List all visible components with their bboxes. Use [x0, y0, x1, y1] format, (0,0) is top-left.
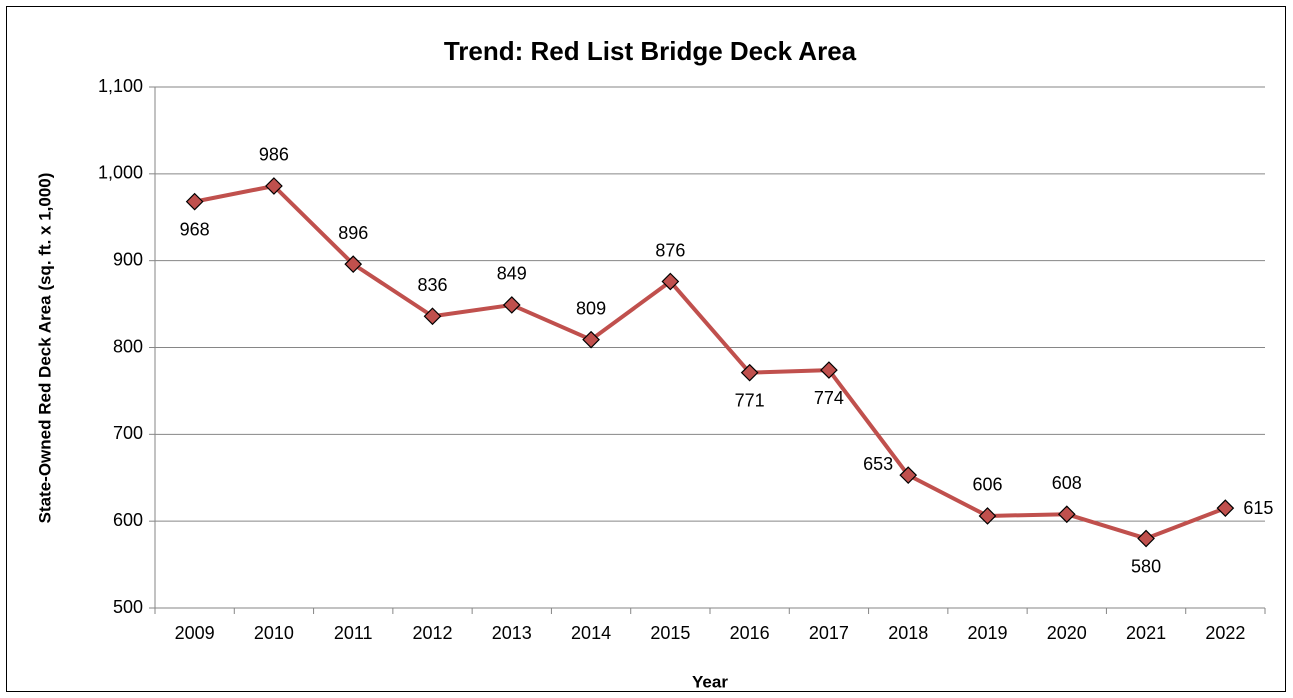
marker	[582, 330, 600, 349]
data-label: 896	[338, 223, 368, 243]
x-tick-label: 2017	[809, 623, 849, 643]
x-tick-label: 2021	[1126, 623, 1166, 643]
x-tick-label: 2018	[888, 623, 928, 643]
y-tick-label: 900	[113, 249, 143, 269]
data-label: 771	[735, 390, 765, 410]
data-label: 653	[863, 454, 893, 474]
marker	[265, 177, 283, 195]
x-tick-label: 2022	[1205, 623, 1245, 643]
x-tick-label: 2009	[175, 623, 215, 643]
line	[194, 183, 1227, 541]
y-tick-label: 1,100	[98, 76, 143, 96]
x-tick-label: 2010	[254, 623, 294, 643]
x-tick-label: 2014	[571, 623, 611, 643]
y-tick-label: 1,000	[98, 163, 143, 183]
marker	[1137, 529, 1155, 548]
chart-title: Trend: Red List Bridge Deck Area	[444, 36, 857, 66]
x-tick-label: 2013	[492, 623, 532, 643]
x-tick-label: 2012	[412, 623, 452, 643]
data-label: 608	[1052, 473, 1082, 493]
marker	[423, 307, 442, 326]
y-axis-title: State-Owned Red Deck Area (sq. ft. x 1,0…	[35, 173, 54, 524]
chart-border	[6, 6, 1286, 692]
marker	[978, 507, 997, 525]
y-tick-label: 500	[113, 597, 143, 617]
marker	[740, 363, 759, 382]
data-label: 849	[497, 264, 527, 284]
marker	[820, 361, 838, 379]
x-tick-label: 2020	[1047, 623, 1087, 643]
data-label: 836	[417, 275, 447, 295]
x-tick-label: 2019	[967, 623, 1007, 643]
data-label: 986	[259, 145, 289, 165]
marker	[661, 272, 680, 291]
data-label: 580	[1131, 556, 1161, 576]
marker	[1216, 499, 1235, 517]
data-label: 615	[1243, 498, 1273, 518]
x-tick-label: 2016	[730, 623, 770, 643]
y-tick-label: 800	[113, 336, 143, 356]
x-tick-label: 2011	[334, 623, 373, 643]
marker	[899, 466, 918, 484]
data-label: 809	[576, 298, 606, 318]
y-tick-label: 700	[113, 423, 143, 443]
marker	[502, 296, 521, 314]
data-label: 606	[972, 475, 1002, 495]
data-label: 876	[655, 240, 685, 260]
marker	[1057, 505, 1076, 524]
x-tick-label: 2015	[650, 623, 690, 643]
y-tick-label: 600	[113, 510, 143, 530]
x-axis-title: Year	[692, 672, 728, 691]
marker	[185, 192, 204, 211]
data-label: 774	[814, 388, 844, 408]
data-label: 968	[180, 219, 210, 239]
marker	[344, 255, 363, 273]
